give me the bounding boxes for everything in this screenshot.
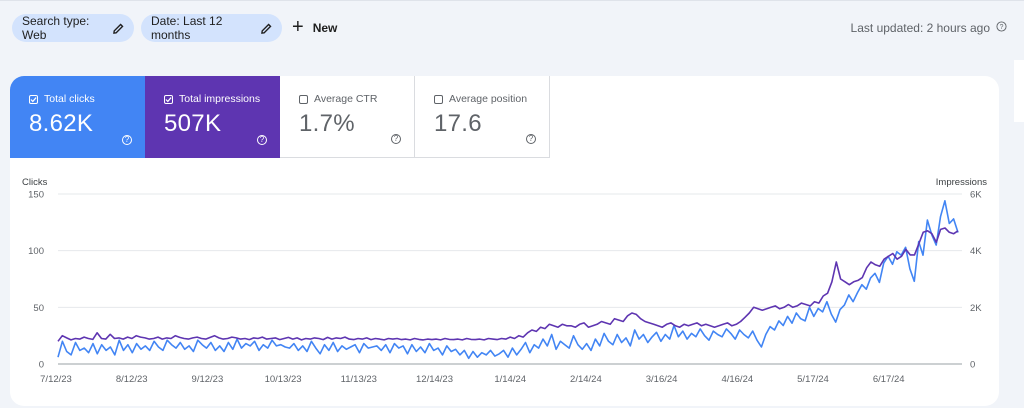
- x-tick-label: 2/14/24: [570, 374, 602, 385]
- right-axis-label: Impressions: [936, 177, 987, 188]
- right-tick-label: 2K: [970, 303, 982, 314]
- checkbox-unchecked-icon[interactable]: [299, 94, 308, 104]
- help-icon[interactable]: ?: [996, 21, 1007, 35]
- help-icon[interactable]: ?: [526, 134, 536, 144]
- right-tick-label: 4K: [970, 246, 982, 257]
- checkbox-checked-icon[interactable]: [29, 94, 38, 104]
- filter-bar: Search type: Web Date: Last 12 months + …: [0, 0, 1024, 60]
- search-type-chip[interactable]: Search type: Web: [12, 14, 134, 42]
- checkbox-unchecked-icon[interactable]: [434, 94, 443, 104]
- right-tick-label: 0: [970, 360, 975, 371]
- metric-label: Average position: [449, 93, 528, 105]
- performance-chart: Clicks Impressions 150 6K 100 4K 50 2K 0 0 7/12/…: [22, 177, 987, 386]
- x-tick-label: 5/17/24: [797, 374, 829, 385]
- metric-value: 17.6: [434, 110, 482, 137]
- date-label: Date: Last 12 months: [151, 14, 223, 42]
- performance-card: Total clicks 8.62K ? Total impressions 5…: [10, 76, 999, 406]
- metric-value: 1.7%: [299, 110, 355, 137]
- last-updated: Last updated: 2 hours ago ?: [851, 14, 1007, 42]
- x-tick-label: 8/12/23: [116, 374, 148, 385]
- x-tick-label: 11/13/23: [341, 374, 377, 385]
- x-tick-label: 4/16/24: [721, 374, 753, 385]
- checkbox-checked-icon[interactable]: [164, 94, 173, 104]
- date-chip[interactable]: Date: Last 12 months: [141, 14, 282, 42]
- metric-tile-total-clicks[interactable]: Total clicks 8.62K ?: [10, 76, 145, 158]
- left-tick-label: 150: [28, 190, 44, 201]
- pencil-icon: [113, 22, 124, 34]
- scrollbar-track[interactable]: [1014, 60, 1024, 408]
- metric-value: 507K: [164, 110, 222, 137]
- new-filter-button[interactable]: + New: [292, 14, 337, 42]
- pencil-icon: [261, 22, 272, 34]
- metric-tile-average-position[interactable]: Average position 17.6 ?: [415, 76, 550, 158]
- help-icon[interactable]: ?: [122, 135, 132, 145]
- x-tick-label: 12/14/23: [416, 374, 453, 385]
- metric-label: Average CTR: [314, 93, 378, 105]
- x-tick-label: 3/16/24: [646, 374, 678, 385]
- series-line-clicks: [57, 200, 959, 360]
- metric-label: Total clicks: [44, 93, 95, 105]
- right-tick-label: 6K: [970, 190, 982, 201]
- x-tick-label: 6/17/24: [873, 374, 905, 385]
- gridlines: [58, 193, 962, 365]
- series-lines: [57, 200, 959, 360]
- x-tick-label: 9/12/23: [192, 374, 224, 385]
- metric-label: Total impressions: [179, 93, 261, 105]
- axis-ticks: 150 6K 100 4K 50 2K 0 0 7/12/23 8/12/23 9/12/23 10/…: [28, 190, 982, 386]
- metric-value: 8.62K: [29, 110, 94, 137]
- left-tick-label: 100: [28, 246, 44, 257]
- help-icon[interactable]: ?: [257, 135, 267, 145]
- left-tick-label: 50: [33, 303, 44, 314]
- metric-tile-average-ctr[interactable]: Average CTR 1.7% ?: [280, 76, 415, 158]
- help-icon[interactable]: ?: [391, 134, 401, 144]
- metric-tile-total-impressions[interactable]: Total impressions 507K ?: [145, 76, 280, 158]
- search-type-label: Search type: Web: [22, 14, 90, 42]
- left-tick-label: 0: [39, 360, 44, 371]
- x-tick-label: 10/13/23: [265, 374, 302, 385]
- new-label: New: [312, 21, 338, 35]
- plus-icon: +: [292, 15, 304, 38]
- x-tick-label: 7/12/23: [40, 374, 72, 385]
- left-axis-label: Clicks: [22, 177, 48, 188]
- x-tick-label: 1/14/24: [494, 374, 526, 385]
- series-line-impressions: [57, 227, 959, 342]
- last-updated-text: Last updated: 2 hours ago: [850, 21, 990, 35]
- top-divider: [0, 0, 1024, 1]
- scrollbar-thumb[interactable]: [1014, 60, 1024, 122]
- svg-text:?: ?: [1000, 24, 1004, 31]
